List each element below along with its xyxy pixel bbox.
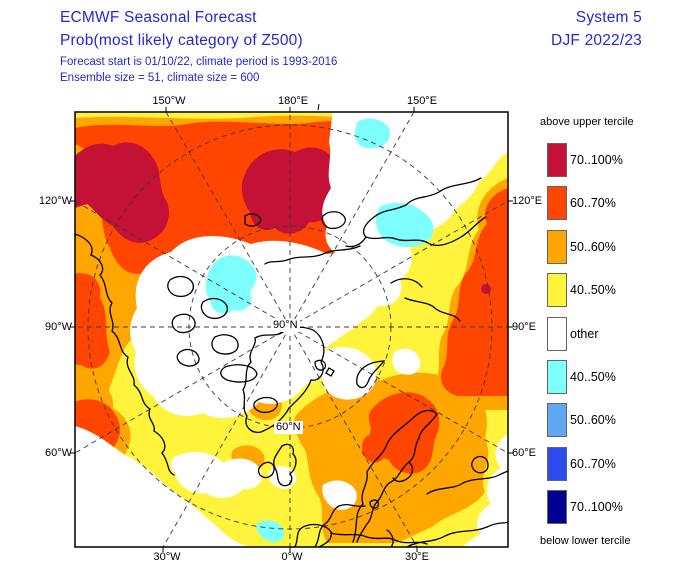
lon-label-90w: 90°W	[44, 321, 72, 333]
legend-item: 70..100%	[547, 490, 623, 525]
legend-label: 60..70%	[570, 456, 616, 471]
map-frame-ticks	[70, 103, 513, 552]
legend-item: 50..60%	[547, 229, 623, 264]
legend-label: other	[570, 326, 599, 341]
legend-swatch-above-50-60	[547, 229, 567, 264]
system-label: System 5	[575, 9, 642, 26]
lon-label-0w: 0°W	[281, 551, 303, 563]
page-subtitle: Prob(most likely category of Z500)	[60, 32, 303, 49]
prob-70-100-regions	[75, 142, 491, 294]
legend-swatch-above-60-70	[547, 186, 567, 221]
legend-caption-below: below lower tercile	[540, 535, 631, 547]
lon-label-180e: 180°E	[277, 95, 309, 107]
page-title: ECMWF Seasonal Forecast	[60, 9, 257, 26]
legend-label: 40..50%	[570, 369, 616, 384]
legend-item: 50..60%	[547, 403, 623, 438]
lon-label-30e: 30°E	[405, 551, 429, 563]
lon-label-120e: 120°E	[512, 195, 543, 207]
legend-item: 40..50%	[547, 359, 623, 394]
legend-label: 50..60%	[570, 239, 616, 254]
legend-label: 70..100%	[570, 153, 623, 167]
legend-label: 50..60%	[570, 413, 616, 428]
forecast-map	[70, 103, 513, 552]
polar-stereo-map	[70, 103, 513, 552]
season-label: DJF 2022/23	[551, 32, 642, 49]
lon-label-150e: 150°E	[406, 95, 438, 107]
legend-swatch-other	[547, 316, 567, 351]
lon-label-60w: 60°W	[44, 447, 72, 459]
legend: 70..100% 60..70% 50..60% 40..50% other 4…	[547, 143, 623, 525]
legend-swatch-below-50-60	[547, 403, 567, 438]
coastlines	[74, 177, 509, 548]
lon-label-90e: 90°E	[512, 321, 536, 333]
legend-swatch-below-70-100	[547, 490, 567, 525]
lon-label-120w: 120°W	[38, 195, 72, 207]
legend-caption-above: above upper tercile	[540, 116, 634, 128]
lon-label-150w: 150°W	[152, 95, 186, 107]
legend-item: 60..70%	[547, 186, 623, 221]
legend-swatch-below-40-50	[547, 359, 567, 394]
prob-other-regions	[75, 112, 508, 547]
legend-label: 40..50%	[570, 283, 616, 298]
lon-label-30w: 30°W	[153, 551, 181, 563]
legend-item: 40..50%	[547, 273, 623, 308]
legend-swatch-above-40-50	[547, 273, 567, 308]
legend-item: other	[547, 316, 623, 351]
legend-swatch-below-60-70	[547, 446, 567, 481]
lat-label-90n: 90°N	[271, 319, 300, 332]
legend-label: 60..70%	[570, 196, 616, 211]
graticule-grid	[74, 111, 509, 548]
forecast-start-line: Forecast start is 01/10/22, climate peri…	[60, 56, 338, 68]
legend-item: 60..70%	[547, 446, 623, 481]
ensemble-size-line: Ensemble size = 51, climate size = 600	[60, 72, 260, 84]
legend-swatch-above-70-100	[547, 143, 567, 177]
legend-label: 70..100%	[570, 500, 623, 515]
lon-label-60e: 60°E	[512, 447, 536, 459]
lat-label-60n: 60°N	[274, 421, 303, 434]
legend-item: 70..100%	[547, 143, 623, 177]
